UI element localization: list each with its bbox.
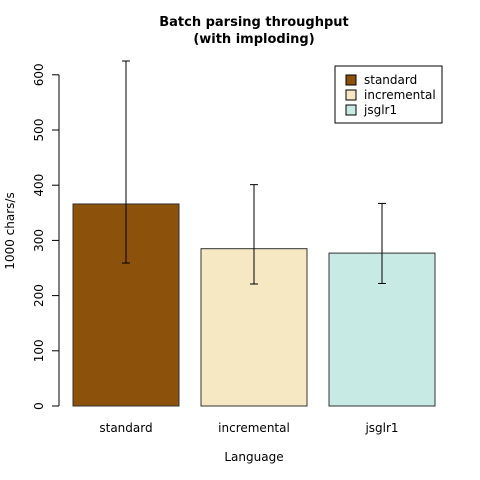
y-axis: 0 100 200 300 400 500 600	[32, 63, 60, 410]
y-tick-label: 600	[32, 63, 46, 86]
y-tick-label: 100	[32, 339, 46, 362]
x-axis-label: Language	[224, 450, 283, 464]
x-tick-label-standard: standard	[99, 421, 152, 435]
chart-subtitle: (with imploding)	[193, 32, 314, 47]
legend-swatch-incremental	[345, 89, 357, 101]
legend-label-jsglr1: jsglr1	[363, 103, 397, 117]
legend-label-incremental: incremental	[364, 88, 436, 102]
y-axis-label: 1000 chars/s	[3, 192, 17, 269]
y-tick-label: 200	[32, 284, 46, 307]
legend-swatch-standard	[345, 74, 357, 86]
y-tick-label: 0	[32, 402, 46, 410]
error-bars-group	[122, 60, 386, 285]
x-tick-label-incremental: incremental	[218, 421, 290, 435]
chart-title: Batch parsing throughput	[159, 15, 349, 30]
legend-label-standard: standard	[364, 73, 417, 87]
x-tick-labels: standard incremental jsglr1	[99, 421, 398, 435]
y-tick-label: 400	[32, 174, 46, 197]
y-tick-label: 500	[32, 119, 46, 142]
legend-swatch-jsglr1	[345, 104, 357, 116]
x-tick-label-jsglr1: jsglr1	[364, 421, 398, 435]
y-tick-label: 300	[32, 229, 46, 252]
